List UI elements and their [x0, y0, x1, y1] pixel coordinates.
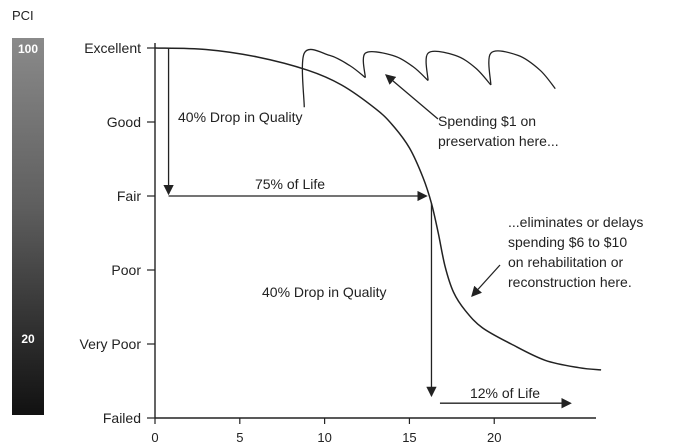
y-tick-label-failed: Failed: [103, 410, 141, 426]
annotation-drop-right: 40% Drop in Quality: [262, 284, 387, 300]
y-tick-label-poor: Poor: [111, 262, 141, 278]
y-tick-label-very-poor: Very Poor: [80, 336, 142, 352]
y-tick-label-fair: Fair: [117, 188, 141, 204]
pci-title: PCI: [12, 8, 34, 23]
y-tick-label-good: Good: [107, 114, 141, 130]
y-tick-label-excellent: Excellent: [84, 40, 141, 56]
preservation-cycle-4: [488, 50, 556, 90]
annotation-life-12: 12% of Life: [470, 385, 540, 401]
x-tick-label-20: 20: [487, 430, 501, 445]
x-tick-label-5: 5: [236, 430, 243, 445]
annotation-rehab-2: spending $6 to $10: [508, 234, 627, 250]
pci-top-label: 100: [17, 42, 39, 56]
x-tick-label-0: 0: [151, 430, 158, 445]
deterioration-curve: [154, 47, 602, 371]
x-tick-label-15: 15: [402, 430, 416, 445]
annotation-rehab-3: on rehabilitation or: [508, 254, 624, 270]
preservation-pointer-arrow: [385, 74, 439, 120]
annotation-life-75: 75% of Life: [255, 176, 325, 192]
pci-gradient-bar: 100 20: [12, 38, 44, 415]
annotation-rehab-1: ...eliminates or delays: [508, 214, 643, 230]
annotation-preservation-1: Spending $1 on: [438, 113, 536, 129]
preservation-cycle-1: [301, 48, 366, 108]
annotation-preservation-2: preservation here...: [438, 133, 559, 149]
pci-bottom-label: 20: [21, 332, 35, 346]
rehab-pointer-arrow: [471, 264, 501, 297]
preservation-cycle-3: [425, 50, 492, 86]
x-tick-label-10: 10: [317, 430, 331, 445]
preservation-cycle-2: [362, 51, 429, 82]
annotation-rehab-4: reconstruction here.: [508, 274, 632, 290]
annotation-drop-left: 40% Drop in Quality: [178, 109, 303, 125]
